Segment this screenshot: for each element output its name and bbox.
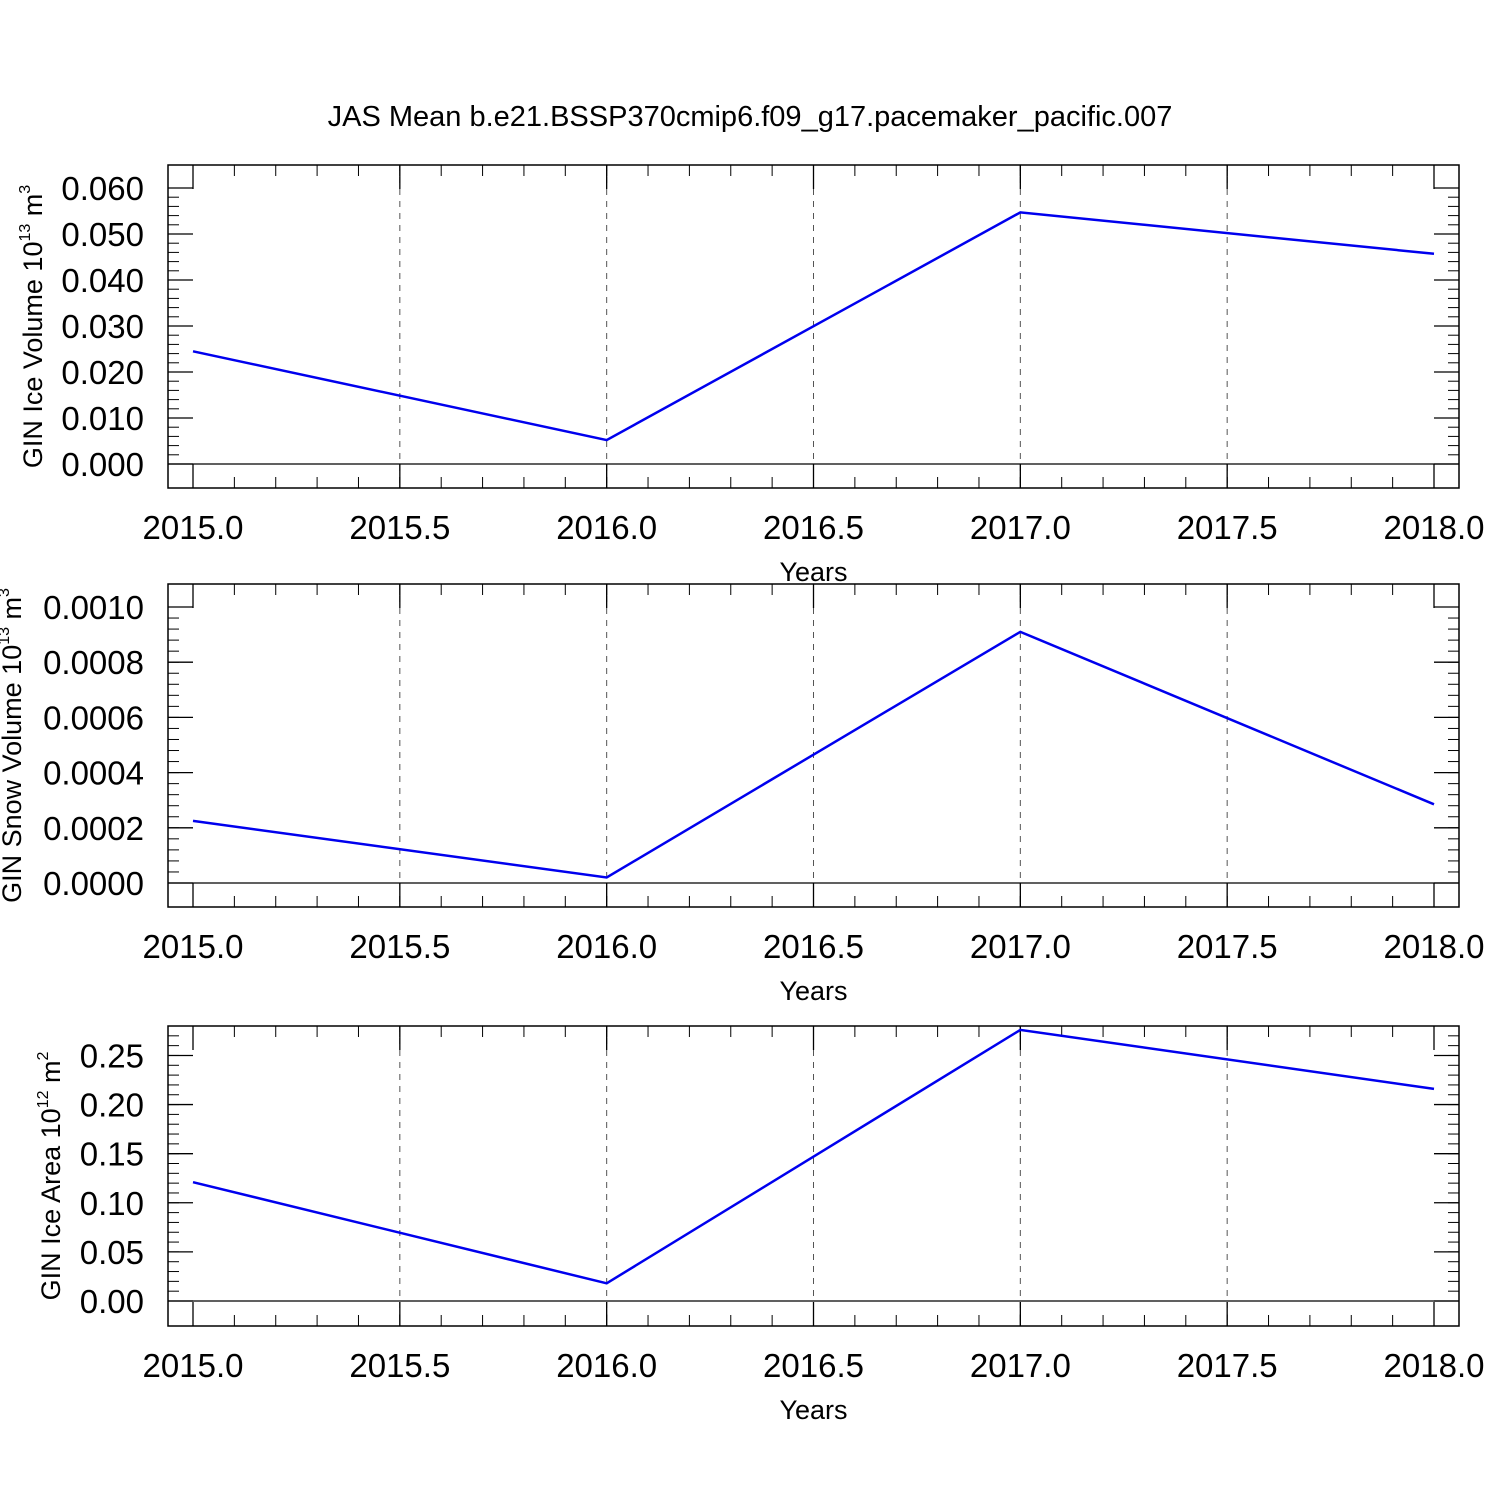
- y-axis-label-unit: m: [0, 597, 27, 627]
- x-tick-label: 2018.0: [1384, 1347, 1485, 1384]
- y-tick-label: 0.10: [80, 1185, 144, 1222]
- x-tick-label: 2018.0: [1384, 509, 1485, 546]
- y-tick-label: 0.05: [80, 1234, 144, 1271]
- y-axis-label-exponent: 13: [17, 224, 34, 242]
- chart-panel-1: 2015.0 2015.5 2016.0 2016.5 2017.0 2017.5 2018…: [17, 164, 1485, 587]
- series-line: [192, 630, 1435, 879]
- figure-title: JAS Mean b.e21.BSSP370cmip6.f09_g17.pace…: [328, 101, 1173, 133]
- y-axis-label-unit-exponent: 2: [35, 1052, 52, 1061]
- x-tick-label: 2015.0: [143, 509, 244, 546]
- y-axis-label-unit-exponent: 3: [0, 588, 13, 597]
- panels: 2015.0 2015.5 2016.0 2016.5 2017.0 2017.5 2018…: [0, 164, 1485, 1425]
- x-tick-label: 2015.0: [143, 1347, 244, 1384]
- x-axis-label: Years: [779, 557, 847, 587]
- x-tick-label: 2016.0: [556, 928, 657, 965]
- y-tick-label: 0.25: [80, 1037, 144, 1074]
- series-line: [192, 1028, 1435, 1285]
- y-axis-label: GIN Snow Volume 1013 m3: [0, 588, 27, 903]
- y-tick-label: 0.00: [80, 1283, 144, 1320]
- x-tick-label: 2017.5: [1177, 1347, 1278, 1384]
- x-axis-label: Years: [779, 1395, 847, 1425]
- y-tick-label: 0.0006: [43, 699, 144, 736]
- x-tick-label: 2015.5: [349, 509, 450, 546]
- y-tick-label: 0.040: [61, 262, 144, 299]
- y-tick-label: 0.0002: [43, 810, 144, 847]
- y-tick-label: 0.050: [61, 216, 144, 253]
- x-tick-label: 2017.0: [970, 509, 1071, 546]
- y-axis-label: GIN Ice Area 1012 m2: [35, 1052, 66, 1301]
- chart-panel-3: 2015.0 2015.5 2016.0 2016.5 2017.0 2017.5 2018…: [35, 1025, 1485, 1425]
- x-tick-label: 2015.0: [143, 928, 244, 965]
- x-tick-label: 2017.5: [1177, 928, 1278, 965]
- x-tick-label: 2016.5: [763, 509, 864, 546]
- y-axis-label-text: GIN Ice Area 10: [36, 1108, 66, 1300]
- x-tick-label: 2016.5: [763, 928, 864, 965]
- x-tick-label: 2016.0: [556, 1347, 657, 1384]
- series-line: [192, 211, 1435, 442]
- x-tick-label: 2016.5: [763, 1347, 864, 1384]
- y-axis-label: GIN Ice Volume 1013 m3: [17, 185, 48, 468]
- y-axis-label-unit: m: [18, 194, 48, 224]
- y-tick-label: 0.20: [80, 1087, 144, 1124]
- x-tick-label: 2017.0: [970, 928, 1071, 965]
- chart-panel-2: 2015.0 2015.5 2016.0 2016.5 2017.0 2017.5 2018…: [0, 583, 1485, 1006]
- x-tick-label: 2018.0: [1384, 928, 1485, 965]
- y-tick-label: 0.030: [61, 308, 144, 345]
- y-axis-label-text: GIN Ice Volume 10: [18, 242, 48, 469]
- y-tick-label: 0.010: [61, 400, 144, 437]
- y-tick-label: 0.000: [61, 446, 144, 483]
- y-tick-label: 0.15: [80, 1136, 144, 1173]
- x-tick-label: 2015.5: [349, 1347, 450, 1384]
- y-axis-label-unit: m: [36, 1061, 66, 1091]
- y-axis-label-exponent: 12: [35, 1090, 52, 1108]
- y-tick-label: 0.0004: [43, 755, 144, 792]
- y-tick-label: 0.020: [61, 354, 144, 391]
- y-axis-label-unit-exponent: 3: [17, 185, 34, 194]
- y-axis-label-text: GIN Snow Volume 10: [0, 645, 27, 903]
- x-tick-label: 2017.5: [1177, 509, 1278, 546]
- y-tick-label: 0.0010: [43, 589, 144, 626]
- y-axis-label-exponent: 13: [0, 627, 13, 645]
- y-tick-label: 0.0000: [43, 865, 144, 902]
- x-tick-label: 2017.0: [970, 1347, 1071, 1384]
- y-tick-label: 0.0008: [43, 644, 144, 681]
- x-tick-label: 2016.0: [556, 509, 657, 546]
- x-axis-label: Years: [779, 976, 847, 1006]
- x-tick-label: 2015.5: [349, 928, 450, 965]
- y-tick-label: 0.060: [61, 170, 144, 207]
